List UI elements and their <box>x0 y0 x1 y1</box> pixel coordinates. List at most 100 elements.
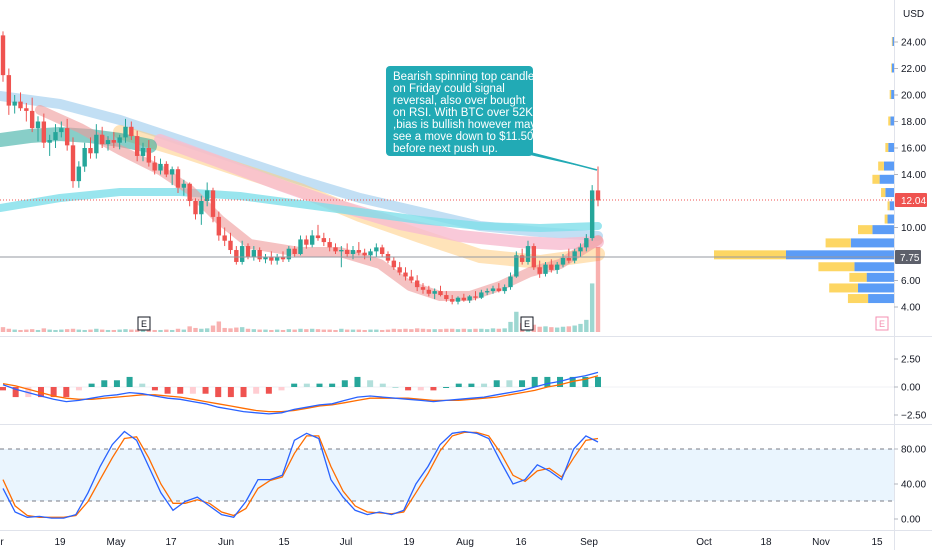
candle <box>199 195 204 225</box>
volume-bars <box>0 247 601 332</box>
candle <box>210 187 216 223</box>
time-tick-label: Jun <box>218 537 234 548</box>
price-tick-label: 4.00 <box>901 303 921 314</box>
volume-bar <box>286 329 292 332</box>
vp-up-bar <box>786 250 894 260</box>
time-tick-label: 19 <box>403 537 415 548</box>
candle <box>537 260 542 278</box>
candle <box>514 251 519 278</box>
candle <box>414 275 420 292</box>
volume-bar <box>12 329 17 332</box>
macd-histogram-bar <box>329 383 336 387</box>
volume-bar <box>438 329 443 332</box>
candle <box>449 295 455 305</box>
volume-bar <box>432 329 437 332</box>
macd-histogram-bar <box>278 387 285 391</box>
volume-bar <box>315 329 321 332</box>
volume-bar <box>6 328 12 332</box>
macd-histogram-bar <box>392 387 399 388</box>
volume-bar <box>35 329 41 332</box>
candle <box>327 238 332 252</box>
rsi-axis[interactable]: 80.00 40.00 0.00 <box>894 445 926 526</box>
vp-up-bar <box>854 262 894 272</box>
volume-bar <box>589 283 595 332</box>
candle <box>257 247 262 262</box>
earnings-badge-3[interactable]: E <box>875 316 889 331</box>
vp-down-bar <box>847 294 869 304</box>
macd-histogram-bar <box>253 387 260 394</box>
candle <box>292 246 297 257</box>
candle <box>490 285 496 294</box>
candle <box>64 118 70 151</box>
macd-histogram-bar <box>443 387 450 388</box>
volume-bar <box>560 326 566 332</box>
volume-bar <box>269 329 274 332</box>
volume-bar <box>239 327 245 332</box>
macd-histogram-bar <box>544 376 551 387</box>
candle <box>169 166 175 186</box>
earnings-badge-1[interactable]: E <box>137 316 151 331</box>
volume-bar <box>496 328 502 332</box>
volume-bar <box>140 329 146 332</box>
volume-bar <box>152 329 157 332</box>
macd-histogram-bar <box>75 387 82 391</box>
candle <box>193 198 198 220</box>
volume-bar <box>484 329 490 332</box>
volume-bar <box>368 329 373 332</box>
volume-bar <box>531 324 537 332</box>
vp-down-bar <box>818 262 855 272</box>
volume-bar <box>403 328 408 332</box>
vp-up-bar <box>868 294 894 304</box>
candle <box>374 243 379 257</box>
macd-axis[interactable]: 2.50 0.00 −2.50 <box>894 355 927 422</box>
volume-bar <box>554 327 560 332</box>
currency-selector[interactable]: USD <box>897 6 930 20</box>
price-tick-label: 18.00 <box>901 117 926 128</box>
vp-up-bar <box>879 174 894 184</box>
vp-down-bar <box>891 63 892 73</box>
candle <box>158 158 163 175</box>
volume-bar <box>584 319 589 332</box>
candle <box>566 248 572 264</box>
vp-down-bar <box>825 238 851 248</box>
volume-bar <box>164 329 169 332</box>
volume-bar <box>123 329 128 332</box>
time-tick-label: Oct <box>696 537 712 548</box>
candle <box>356 242 362 256</box>
macd-signal-line <box>2 375 599 413</box>
volume-bar <box>117 329 122 332</box>
vp-down-bar <box>872 174 880 184</box>
time-tick-label: May <box>107 537 126 548</box>
candle <box>467 295 472 304</box>
candle <box>473 291 478 301</box>
stoch-rsi-pane <box>2 430 599 519</box>
macd-histogram-bar <box>519 380 526 387</box>
volume-bar <box>420 328 426 332</box>
rsi-tick-label: 80.00 <box>901 445 926 456</box>
candle <box>181 179 187 196</box>
candle <box>0 31 6 82</box>
volume-bar <box>374 329 379 332</box>
candle <box>76 161 82 188</box>
volume-bar <box>473 328 478 332</box>
macd-histogram-bar <box>506 380 513 387</box>
time-axis[interactable]: r 19 May 17 Jun 15 Jul 19 Aug 16 Sep Oct 18 Nov 15 <box>0 537 883 548</box>
vp-down-bar <box>714 250 786 260</box>
earnings-badge-2[interactable]: E <box>520 316 534 331</box>
candle <box>554 261 560 274</box>
price-tick-label: 22.00 <box>901 64 926 75</box>
macd-tick-label: 2.50 <box>901 355 921 366</box>
volume-bar <box>566 326 572 332</box>
macd-histogram-bar <box>63 387 70 398</box>
volume-bar <box>76 329 82 332</box>
candle <box>274 254 280 265</box>
macd-histogram-bar <box>113 380 120 387</box>
volume-bar <box>24 329 29 332</box>
annotation-callout[interactable]: Bearish spinning top candle on Friday co… <box>386 66 598 171</box>
candle <box>379 244 385 257</box>
candle <box>397 261 402 276</box>
time-tick-label: 15 <box>278 537 290 548</box>
price-axis[interactable]: 24.00 22.00 20.00 18.00 16.00 14.00 10.00 6.00 4… <box>894 38 926 314</box>
candle <box>146 140 152 167</box>
